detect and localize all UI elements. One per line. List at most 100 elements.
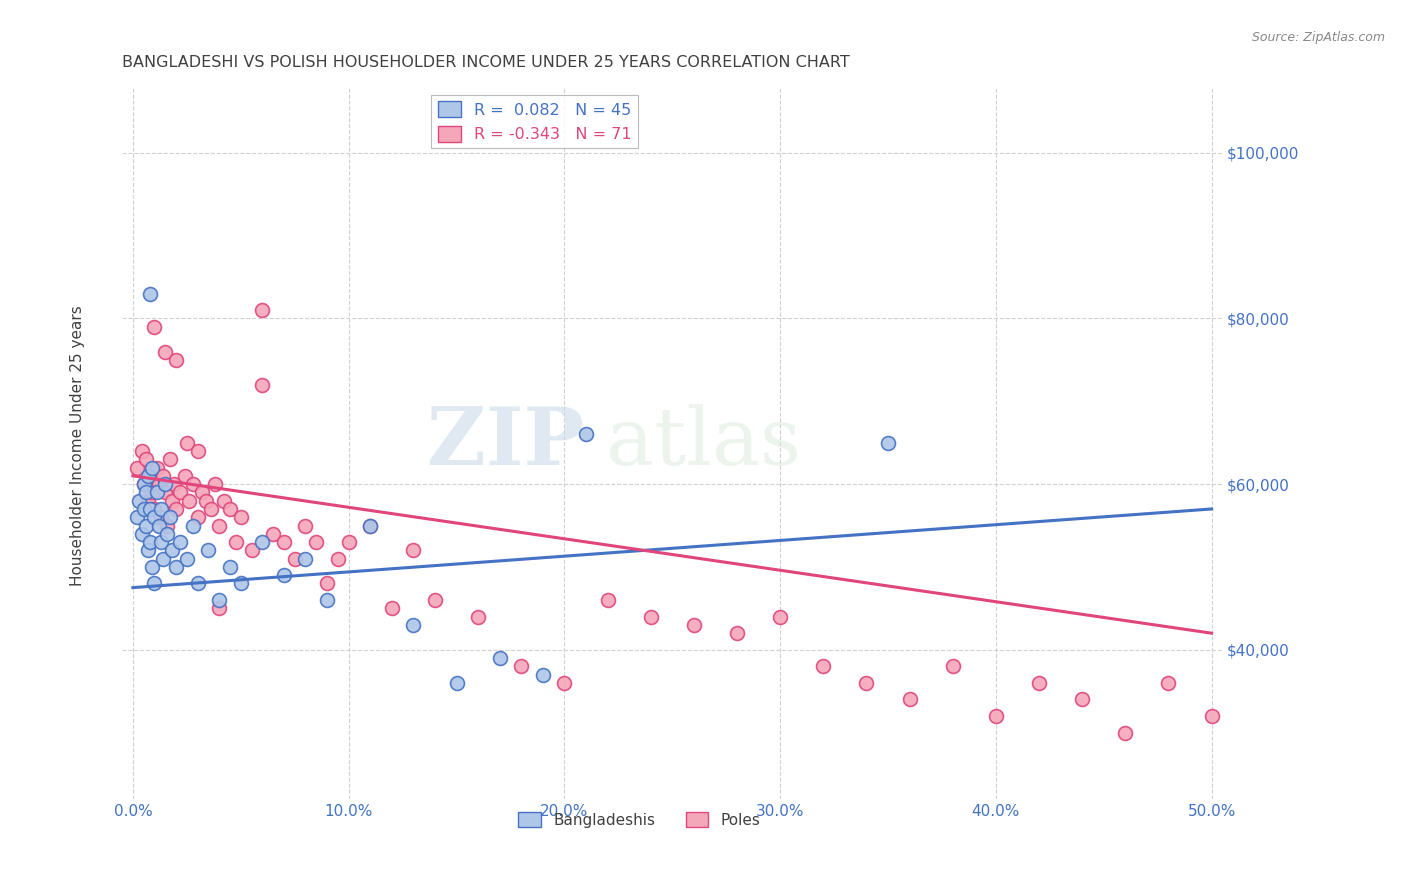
Point [169, 535, 191, 549]
Point [148, 477, 170, 491]
Point [402, 543, 425, 558]
Point [208, 518, 231, 533]
Point [160, 543, 183, 558]
Point [640, 609, 662, 624]
Point [143, 319, 166, 334]
Point [326, 551, 349, 566]
Point [229, 576, 252, 591]
Point [149, 510, 172, 524]
Point [208, 601, 231, 615]
Point [143, 510, 166, 524]
Point [160, 493, 183, 508]
Point [488, 651, 510, 665]
Point [145, 485, 167, 500]
Point [152, 551, 174, 566]
Point [181, 518, 204, 533]
Point [163, 477, 186, 491]
Point [139, 468, 162, 483]
Point [531, 667, 554, 681]
Point [219, 560, 242, 574]
Point [135, 452, 157, 467]
Point [128, 493, 150, 508]
Point [136, 493, 159, 508]
Point [316, 593, 339, 607]
Point [155, 477, 177, 491]
Point [262, 526, 284, 541]
Point [143, 502, 166, 516]
Point [359, 518, 381, 533]
Point [1201, 709, 1223, 723]
Point [187, 576, 209, 591]
Point [682, 618, 704, 632]
Point [127, 460, 149, 475]
Point [176, 551, 198, 566]
Point [1157, 676, 1180, 690]
Point [423, 593, 446, 607]
Point [877, 435, 900, 450]
Point [181, 477, 204, 491]
Point [159, 510, 181, 524]
Point [984, 709, 1007, 723]
Point [252, 303, 274, 318]
Point [141, 485, 163, 500]
Point [229, 510, 252, 524]
Point [212, 493, 235, 508]
Point [131, 444, 153, 458]
Point [141, 560, 163, 574]
Text: Householder Income Under 25 years: Householder Income Under 25 years [70, 306, 84, 586]
Point [200, 502, 222, 516]
Point [219, 502, 242, 516]
Point [769, 609, 792, 624]
Point [135, 485, 157, 500]
Point [204, 477, 226, 491]
Point [148, 518, 170, 533]
Point [446, 676, 468, 690]
Legend: Bangladeshis, Poles: Bangladeshis, Poles [512, 805, 766, 834]
Point [156, 518, 179, 533]
Point [139, 502, 162, 516]
Point [136, 543, 159, 558]
Point [510, 659, 533, 673]
Text: BANGLADESHI VS POLISH HOUSEHOLDER INCOME UNDER 25 YEARS CORRELATION CHART: BANGLADESHI VS POLISH HOUSEHOLDER INCOME… [122, 55, 849, 70]
Point [1071, 692, 1094, 706]
Point [898, 692, 921, 706]
Point [381, 601, 404, 615]
Point [337, 535, 360, 549]
Point [294, 551, 316, 566]
Point [252, 535, 274, 549]
Point [155, 485, 177, 500]
Point [187, 510, 209, 524]
Point [596, 593, 619, 607]
Point [169, 485, 191, 500]
Point [132, 502, 155, 516]
Point [135, 518, 157, 533]
Point [197, 543, 219, 558]
Text: ZIP: ZIP [427, 404, 585, 482]
Point [252, 377, 274, 392]
Point [136, 468, 159, 483]
Point [225, 535, 247, 549]
Point [294, 518, 316, 533]
Point [284, 551, 307, 566]
Point [1114, 725, 1136, 739]
Point [187, 444, 209, 458]
Point [575, 427, 598, 442]
Point [273, 535, 295, 549]
Point [725, 626, 748, 640]
Point [942, 659, 965, 673]
Point [165, 352, 187, 367]
Point [553, 676, 575, 690]
Point [176, 435, 198, 450]
Point [467, 609, 489, 624]
Point [173, 468, 195, 483]
Point [273, 568, 295, 582]
Point [305, 535, 328, 549]
Point [139, 286, 162, 301]
Point [132, 477, 155, 491]
Point [165, 502, 187, 516]
Point [159, 452, 181, 467]
Point [127, 510, 149, 524]
Point [177, 493, 200, 508]
Point [145, 460, 167, 475]
Point [191, 485, 214, 500]
